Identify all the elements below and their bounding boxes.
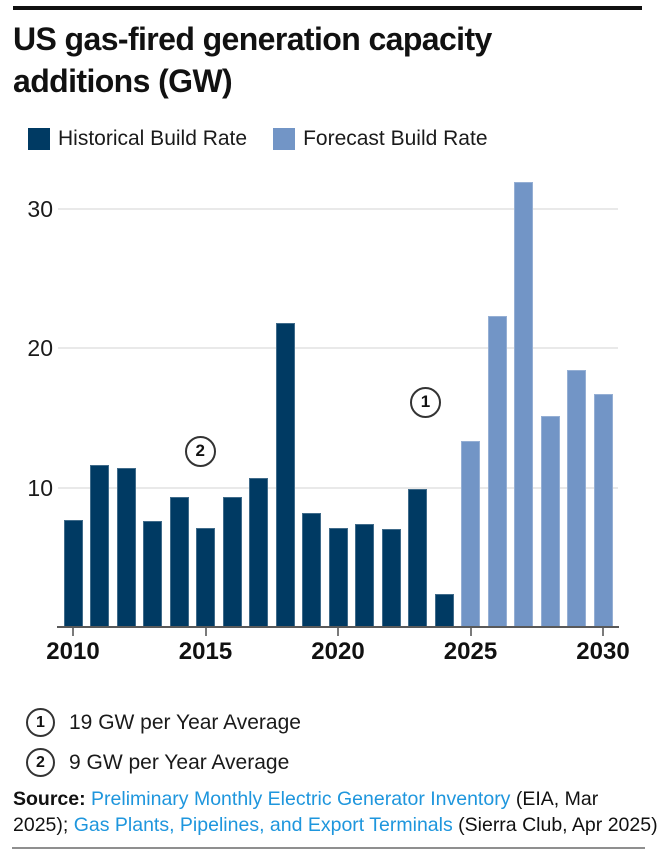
chart-legend: Historical Build Rate Forecast Build Rate bbox=[28, 127, 488, 151]
bar-2016 bbox=[222, 497, 242, 627]
chart-annotation-1: 1 bbox=[409, 386, 441, 418]
y-axis-label-10: 10 bbox=[27, 474, 53, 501]
legend-label: Forecast Build Rate bbox=[303, 127, 488, 150]
x-axis-line bbox=[57, 626, 619, 628]
bar-2027 bbox=[514, 181, 533, 627]
bar-2018 bbox=[275, 322, 295, 627]
legend-swatch-icon bbox=[273, 128, 296, 150]
x-axis-label-2025: 2025 bbox=[443, 638, 498, 665]
bar-2017 bbox=[249, 477, 268, 627]
source-label: Source: bbox=[13, 788, 92, 810]
gridline-20 bbox=[58, 347, 618, 349]
source-link[interactable]: Preliminary Monthly Electric Generator I… bbox=[91, 788, 511, 810]
bar-2023 bbox=[408, 488, 427, 627]
x-axis-tick-2025 bbox=[469, 628, 472, 636]
footnote-1: 1 19 GW per Year Average bbox=[26, 708, 301, 737]
bar-2029 bbox=[567, 370, 586, 627]
source-line-2: 2025); Gas Plants, Pipelines, and Export… bbox=[13, 812, 658, 838]
y-axis-label-30: 30 bbox=[27, 195, 53, 222]
bar-2014 bbox=[169, 497, 189, 627]
chart-annotation-2: 2 bbox=[184, 435, 216, 467]
y-axis-label-20: 20 bbox=[27, 335, 53, 361]
x-axis-label-2010: 2010 bbox=[46, 638, 100, 665]
bar-2025 bbox=[461, 441, 480, 627]
bar-2028 bbox=[540, 416, 560, 627]
bar-2011 bbox=[90, 465, 109, 627]
bar-2012 bbox=[116, 467, 136, 627]
source-text: (Sierra Club, Apr 2025) bbox=[452, 814, 658, 836]
bar-2030 bbox=[593, 394, 613, 627]
bar-2013 bbox=[143, 520, 162, 627]
source-line-1: Source: Preliminary Monthly Electric Gen… bbox=[13, 786, 653, 812]
bar-2026 bbox=[487, 315, 507, 627]
legend-item-historical: Historical Build Rate bbox=[28, 127, 247, 151]
top-rule bbox=[13, 6, 642, 10]
bottom-rule bbox=[12, 847, 645, 849]
bar-2020 bbox=[328, 527, 348, 627]
bar-2024 bbox=[434, 593, 454, 627]
source-text: 2025); bbox=[13, 814, 74, 836]
page-title: US gas-fired generation capacity addition… bbox=[13, 18, 643, 102]
x-axis-tick-2030 bbox=[602, 628, 604, 636]
source-line: Source: Preliminary Monthly Electric Gen… bbox=[13, 786, 658, 838]
bar-2022 bbox=[381, 529, 401, 627]
bar-2015 bbox=[196, 527, 215, 627]
footnote-text: 9 GW per Year Average bbox=[69, 750, 290, 774]
source-link[interactable]: Gas Plants, Pipelines, and Export Termin… bbox=[73, 814, 453, 836]
footnote-text: 19 GW per Year Average bbox=[69, 710, 301, 734]
x-axis-label-2020: 2020 bbox=[311, 638, 365, 665]
bar-2010 bbox=[63, 519, 83, 627]
source-text: (EIA, Mar bbox=[510, 788, 599, 810]
x-axis-label-2015: 2015 bbox=[178, 638, 233, 665]
footnote-2: 2 9 GW per Year Average bbox=[26, 748, 301, 777]
footnotes: 1 19 GW per Year Average 2 9 GW per Year Av… bbox=[26, 708, 301, 777]
footnote-marker-icon: 1 bbox=[26, 708, 55, 737]
title-line-2: additions (GW) bbox=[13, 63, 233, 99]
x-axis-tick-2010 bbox=[72, 628, 74, 636]
gridline-10 bbox=[58, 486, 618, 489]
footnote-marker-icon: 2 bbox=[26, 748, 55, 777]
title-line-1: US gas-fired generation capacity bbox=[13, 21, 492, 57]
bar-2021 bbox=[355, 523, 374, 627]
x-axis-tick-2015 bbox=[204, 628, 207, 636]
x-axis-tick-2020 bbox=[337, 628, 339, 636]
legend-item-forecast: Forecast Build Rate bbox=[273, 127, 488, 151]
x-axis-label-2030: 2030 bbox=[576, 638, 630, 665]
gridline-30 bbox=[58, 207, 618, 210]
legend-swatch-icon bbox=[28, 128, 50, 150]
legend-label: Historical Build Rate bbox=[58, 127, 248, 150]
bar-2019 bbox=[302, 512, 321, 627]
